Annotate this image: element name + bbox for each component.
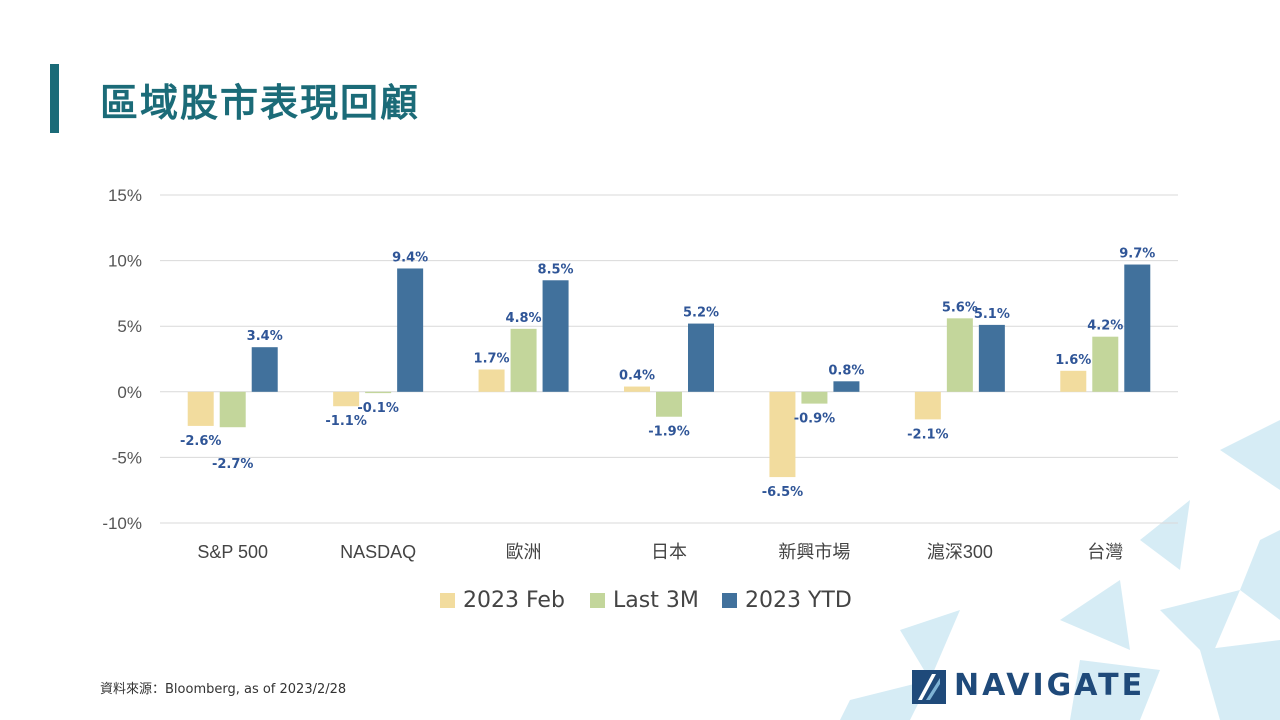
x-tick-label: 滬深300 xyxy=(927,542,993,562)
data-label: 3.4% xyxy=(247,329,283,344)
y-tick-label: 10% xyxy=(108,252,142,271)
y-tick-label: -10% xyxy=(102,514,142,533)
legend-item-ytd: 2023 YTD xyxy=(722,588,852,613)
data-label: -2.1% xyxy=(907,427,948,442)
x-tick-label: 台灣 xyxy=(1087,542,1123,562)
data-label: -6.5% xyxy=(762,485,803,500)
legend-swatch-last3m xyxy=(590,593,605,608)
bar xyxy=(542,280,569,392)
bar xyxy=(833,381,860,392)
page-title: 區域股市表現回顧 xyxy=(100,81,421,125)
bar xyxy=(187,391,214,426)
bar xyxy=(946,318,973,392)
chart-legend: 2023 Feb Last 3M 2023 YTD xyxy=(0,588,1280,618)
logo-mark-icon xyxy=(912,670,946,704)
data-label: 1.7% xyxy=(474,351,510,366)
data-label: -2.6% xyxy=(180,434,221,449)
data-label: -0.9% xyxy=(794,412,835,427)
x-tick-label: 新興市場 xyxy=(778,542,850,562)
bar xyxy=(333,391,360,407)
data-label: 4.8% xyxy=(506,311,542,326)
data-label: -2.7% xyxy=(212,457,253,472)
data-label: 5.1% xyxy=(974,307,1010,322)
legend-label-ytd: 2023 YTD xyxy=(745,588,852,613)
bar xyxy=(219,391,246,428)
bar xyxy=(656,391,682,417)
bar xyxy=(688,323,714,392)
bar xyxy=(978,324,1005,392)
bar xyxy=(1060,370,1087,392)
legend-swatch-feb xyxy=(440,593,455,608)
y-tick-label: -5% xyxy=(112,448,142,467)
y-tick-label: 0% xyxy=(117,383,142,402)
legend-item-feb: 2023 Feb xyxy=(440,588,565,613)
x-tick-label: S&P 500 xyxy=(197,542,268,562)
bar xyxy=(624,386,650,392)
y-tick-label: 15% xyxy=(108,186,142,205)
data-label: -1.9% xyxy=(648,425,689,440)
data-label: 5.2% xyxy=(683,306,719,321)
data-label: 9.7% xyxy=(1119,247,1155,262)
bar xyxy=(914,391,941,420)
source-note: 資料來源：Bloomberg, as of 2023/2/28 xyxy=(100,682,347,697)
x-tick-label: NASDAQ xyxy=(340,542,416,562)
legend-label-feb: 2023 Feb xyxy=(463,588,565,613)
bar xyxy=(510,328,537,392)
data-label: 1.6% xyxy=(1055,353,1091,368)
data-label: 4.2% xyxy=(1087,319,1123,334)
y-tick-label: 5% xyxy=(117,317,142,336)
data-label: -1.1% xyxy=(325,414,366,429)
data-label: 0.4% xyxy=(619,369,655,384)
legend-swatch-ytd xyxy=(722,593,737,608)
bar xyxy=(478,369,505,392)
decorative-background xyxy=(840,420,1280,720)
data-label: -0.1% xyxy=(357,401,398,416)
bar xyxy=(397,268,424,392)
title-accent-bar xyxy=(50,64,59,133)
data-label: 0.8% xyxy=(828,363,864,378)
bar xyxy=(801,391,828,404)
bar xyxy=(1124,264,1151,392)
bar xyxy=(769,391,796,478)
bar xyxy=(365,391,392,394)
bar xyxy=(1092,336,1119,392)
logo-text: NAVIGATE xyxy=(954,668,1146,703)
legend-label-last3m: Last 3M xyxy=(613,588,699,613)
x-tick-label: 歐洲 xyxy=(506,542,542,562)
legend-item-last3m: Last 3M xyxy=(590,588,699,613)
data-label: 8.5% xyxy=(538,262,574,277)
bar xyxy=(251,347,278,392)
data-label: 9.4% xyxy=(392,250,428,265)
x-tick-label: 日本 xyxy=(651,542,687,562)
data-label: 5.6% xyxy=(942,300,978,315)
navigate-logo: NAVIGATE xyxy=(912,668,1152,706)
